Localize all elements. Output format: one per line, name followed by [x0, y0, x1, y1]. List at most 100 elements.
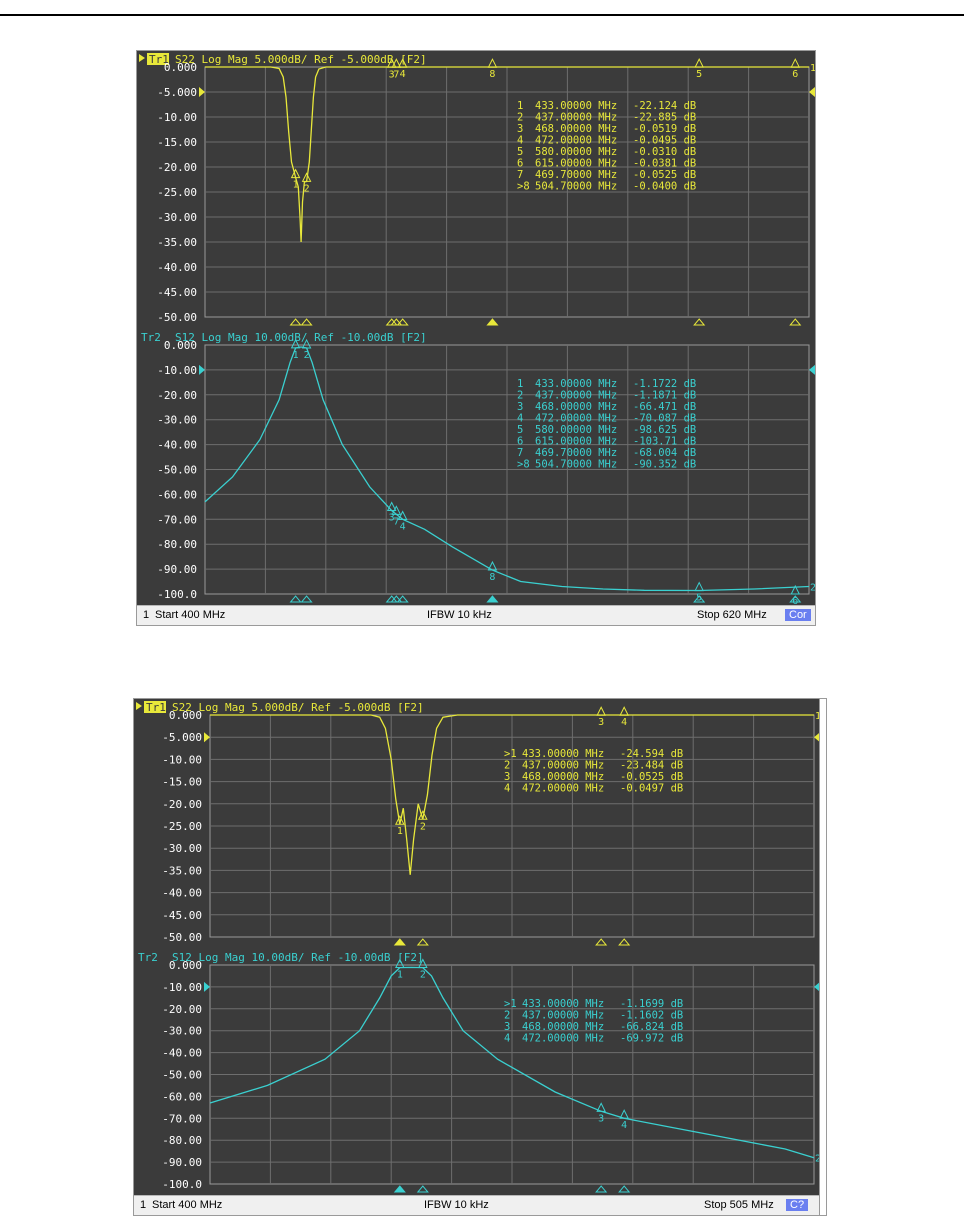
marker-4-stimulus-triangle [618, 1185, 631, 1193]
marker-3-triangle [386, 501, 397, 512]
trace-header: S12 Log Mag 10.00dB/ Ref -10.00dB [F2] [175, 331, 427, 344]
marker-readout-id: 2 [517, 390, 523, 402]
marker-readout-id: >8 [517, 459, 530, 471]
marker-3-triangle [596, 706, 606, 716]
marker-4-stimulus-triangle [618, 938, 631, 946]
marker-1-triangle [290, 168, 301, 179]
marker-readout-frequency: 615.00000 MHz [535, 436, 617, 448]
marker-2-label: 2 [420, 821, 426, 832]
marker-8-label: 8 [489, 572, 495, 583]
y-tick-label: -80.00 [157, 538, 197, 551]
trace-name: Tr1 [149, 53, 169, 66]
ifbw-label: IFBW 10 kHz [424, 1199, 489, 1211]
marker-readout-value: -22.124 dB [633, 100, 696, 112]
marker-readout-frequency: 437.00000 MHz [522, 760, 604, 772]
reference-level-arrow-right [809, 364, 815, 375]
marker-readout-id: 4 [504, 783, 510, 795]
marker-readout-frequency: 580.00000 MHz [535, 146, 617, 158]
marker-2-stimulus-triangle [416, 1185, 429, 1193]
channel-number: 1 [140, 1199, 147, 1211]
marker-readout-id: 6 [517, 436, 523, 448]
marker-6-label: 6 [792, 69, 798, 80]
start-frequency: Start 400 MHz [152, 1199, 223, 1211]
y-tick-label: -40.00 [157, 439, 197, 452]
marker-1-triangle [395, 958, 405, 969]
marker-readout-frequency: 437.00000 MHz [535, 112, 617, 124]
marker-3-label: 3 [598, 717, 604, 728]
y-tick-label: -50.00 [162, 1069, 202, 1082]
marker-4-stimulus-triangle [396, 595, 409, 603]
marker-readout-id: 1 [517, 378, 523, 390]
marker-readout-value: -0.0381 dB [633, 158, 696, 170]
marker-1-label: 1 [293, 350, 299, 361]
marker-3-label: 3 [598, 1113, 604, 1124]
trace-end-label: 1 [815, 711, 820, 722]
channel-number: 1 [143, 609, 150, 621]
marker-5-label: 5 [696, 69, 702, 80]
marker-readout-id: 2 [504, 1010, 510, 1022]
y-tick-label: -30.00 [162, 1025, 202, 1038]
marker-4-triangle [619, 1109, 629, 1119]
marker-readout-id: >1 [504, 748, 517, 760]
marker-2-triangle [301, 338, 312, 349]
marker-2-label: 2 [304, 183, 310, 194]
marker-readout-id: >1 [504, 998, 517, 1010]
marker-7-triangle [391, 58, 402, 68]
marker-8-triangle [487, 58, 498, 68]
marker-2-label: 2 [304, 350, 310, 361]
marker-readout-id: 2 [504, 760, 510, 772]
active-trace-badge [144, 701, 166, 713]
trace-header: S12 Log Mag 10.00dB/ Ref -10.00dB [F2] [172, 951, 424, 964]
trace-header: S22 Log Mag 5.000dB/ Ref -5.000dB [F2] [172, 701, 424, 714]
correction-badge[interactable]: Cor [785, 609, 811, 621]
marker-readout-frequency: 504.70000 MHz [535, 459, 617, 471]
y-tick-label: -50.00 [157, 311, 197, 324]
y-tick-label: -25.00 [162, 820, 202, 833]
y-tick-label: -80.00 [162, 1134, 202, 1147]
marker-1-stimulus-triangle [289, 318, 302, 326]
marker-3-stimulus-triangle [595, 1185, 608, 1193]
marker-readout-frequency: 615.00000 MHz [535, 158, 617, 170]
trace-end-label: 2 [810, 583, 815, 594]
marker-2-stimulus-triangle [300, 318, 313, 326]
trace-line [205, 66, 809, 243]
reference-level-arrow-right [814, 732, 820, 743]
y-tick-label: -40.00 [162, 887, 202, 900]
marker-readout-id: 3 [504, 771, 510, 783]
active-trace-badge [147, 53, 169, 65]
marker-8-triangle [487, 560, 498, 571]
marker-readout-id: 7 [517, 169, 523, 181]
marker-readout-frequency: 433.00000 MHz [522, 748, 604, 760]
reference-level-arrow-right [814, 981, 820, 992]
y-tick-label: -20.00 [162, 798, 202, 811]
y-tick-label: -15.00 [157, 136, 197, 149]
marker-readout-value: -98.625 dB [633, 424, 696, 436]
marker-4-label: 4 [400, 69, 406, 80]
y-tick-label: -20.00 [157, 161, 197, 174]
correction-badge[interactable]: C? [786, 1199, 809, 1211]
marker-readout-frequency: 468.00000 MHz [535, 401, 617, 413]
marker-readout-id: 3 [517, 401, 523, 413]
marker-readout-frequency: 472.00000 MHz [522, 1033, 604, 1045]
reference-level-arrow-left [199, 87, 205, 97]
marker-7-label: 7 [393, 516, 399, 527]
y-tick-label: -35.00 [162, 864, 202, 877]
trace-header: S22 Log Mag 5.000dB/ Ref -5.000dB [F2] [175, 53, 427, 66]
marker-readout-id: 5 [517, 146, 523, 158]
marker-readout-value: -66.471 dB [633, 401, 696, 413]
y-tick-label: 0.000 [169, 709, 202, 722]
trace-name: Tr1 [146, 701, 166, 714]
marker-4-label: 4 [400, 522, 406, 533]
y-tick-label: 0.000 [169, 959, 202, 972]
y-tick-label: -100.0 [157, 588, 197, 601]
marker-3-triangle [596, 1102, 606, 1112]
marker-6-stimulus-triangle [789, 595, 802, 603]
marker-1-triangle [290, 338, 301, 349]
marker-readout-id: 5 [517, 424, 523, 436]
y-tick-label: -5.000 [157, 86, 197, 99]
y-tick-label: -60.00 [162, 1090, 202, 1103]
marker-4-label: 4 [621, 1120, 627, 1131]
marker-readout-frequency: 437.00000 MHz [535, 390, 617, 402]
marker-1-triangle [395, 815, 405, 825]
marker-2-stimulus-triangle [416, 938, 429, 946]
